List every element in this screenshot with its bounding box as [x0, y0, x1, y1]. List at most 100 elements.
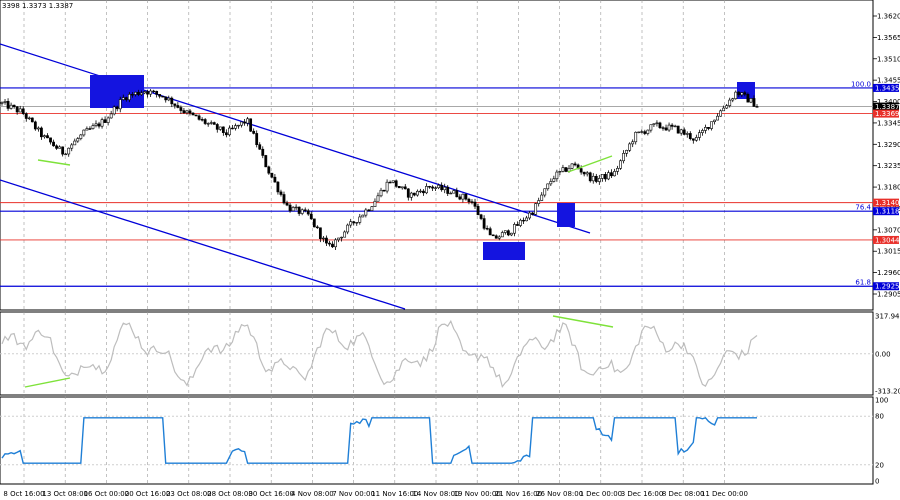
candle-body: [600, 174, 604, 179]
candle-body: [661, 127, 665, 129]
candle-body: [631, 141, 635, 145]
candles: [0, 89, 759, 250]
candle-body: [628, 143, 632, 151]
time-tick-label: 8 Oct 16:00: [3, 490, 44, 498]
candle-body: [67, 147, 71, 155]
candle-body: [416, 190, 419, 196]
candle-body: [412, 192, 416, 196]
candle-body: [579, 168, 583, 173]
candle-body: [694, 137, 698, 141]
candle-body: [482, 218, 486, 229]
candle-body: [722, 107, 726, 112]
candle-body: [443, 186, 447, 191]
time-tick-label: 11 Nov 16:00: [371, 490, 418, 498]
candle-body: [358, 216, 362, 223]
candle-body: [746, 93, 750, 103]
rsi-tick-label: 0: [875, 478, 879, 486]
candle-body: [670, 124, 674, 127]
candle-body: [43, 135, 46, 138]
candle-body: [697, 132, 701, 138]
candle-body: [306, 210, 310, 215]
candle-body: [146, 91, 149, 95]
candle-body: [437, 184, 441, 189]
candle-body: [610, 172, 613, 177]
candle-body: [343, 231, 347, 238]
candle-body: [12, 104, 16, 108]
rsi-line: [1, 416, 757, 464]
level-tag-bg: [873, 235, 899, 244]
candle-body: [282, 194, 286, 204]
candle-body: [318, 227, 322, 239]
candle-body: [506, 230, 510, 236]
candle-body: [713, 119, 716, 123]
candle-body: [467, 198, 471, 203]
candle-body: [403, 186, 407, 190]
candle-body: [209, 122, 213, 124]
price-tick-label: 1.3510: [877, 55, 900, 63]
candle-body: [525, 217, 528, 222]
candle-body: [688, 133, 692, 139]
level-tag-label: 1.3435: [875, 84, 900, 92]
candle-body: [749, 98, 753, 103]
fib-label: 61.8: [855, 279, 871, 287]
candle-body: [340, 236, 343, 239]
candle-body: [652, 123, 656, 126]
rsi-tick-label: 80: [875, 413, 884, 421]
candle-body: [613, 171, 616, 177]
candle-body: [127, 94, 131, 101]
candle-body: [258, 144, 262, 150]
level-tag-label: 1.3369: [875, 110, 900, 118]
price-divergence-line: [37, 159, 71, 166]
level-tag-label: 1.3044: [875, 236, 900, 244]
candle-body: [73, 140, 77, 146]
price-tick-label: 1.3070: [877, 226, 900, 234]
candle-body: [218, 126, 222, 130]
candle-body: [185, 110, 189, 114]
candle-body: [685, 133, 689, 135]
candle-body: [176, 105, 180, 108]
candle-body: [161, 95, 165, 98]
candle-body: [349, 221, 353, 226]
oscillator-axis-labels: 317.9471 0.00 -313.204: [875, 313, 900, 396]
divergence-lines: [37, 155, 613, 173]
candle-body: [455, 190, 459, 198]
candle-body: [9, 104, 13, 109]
level-tag-bg: [873, 102, 899, 111]
candle-body: [237, 124, 240, 127]
candle-body: [167, 97, 171, 101]
candle-body: [394, 180, 398, 187]
osc-tick-label: 317.9471: [875, 313, 900, 321]
candle-body: [288, 204, 292, 212]
candle-body: [109, 113, 113, 119]
candle-body: [134, 91, 137, 95]
candle-body: [591, 175, 595, 182]
candle-body: [497, 236, 501, 239]
price-tick-label: 1.3565: [877, 34, 900, 42]
candle-body: [322, 237, 325, 240]
candle-body: [376, 195, 380, 202]
candle-body: [270, 172, 274, 178]
time-tick-label: 26 Nov 08:00: [536, 490, 583, 498]
candle-body: [558, 170, 562, 173]
candle-body: [309, 213, 313, 220]
candle-body: [234, 125, 237, 129]
candle-body: [100, 119, 104, 127]
candle-body: [182, 110, 186, 114]
level-tag-bg: [873, 207, 899, 216]
price-axis-labels: 1.3620 1.3565 1.3510 1.3455 1.3400 1.3345 1.32…: [873, 13, 900, 299]
candle-body: [549, 181, 553, 185]
candle-body: [206, 123, 210, 125]
candle-body: [640, 131, 644, 133]
candle-body: [279, 191, 283, 195]
candle-body: [158, 94, 162, 97]
time-tick-label: 4 Nov 08:00: [291, 490, 334, 498]
candle-body: [79, 134, 83, 139]
candle-body: [24, 113, 28, 119]
candle-body: [115, 106, 119, 110]
candle-body: [255, 133, 259, 145]
candle-body: [243, 121, 246, 124]
candle-body: [537, 200, 541, 204]
candle-body: [6, 101, 10, 109]
candle-body: [70, 144, 74, 149]
